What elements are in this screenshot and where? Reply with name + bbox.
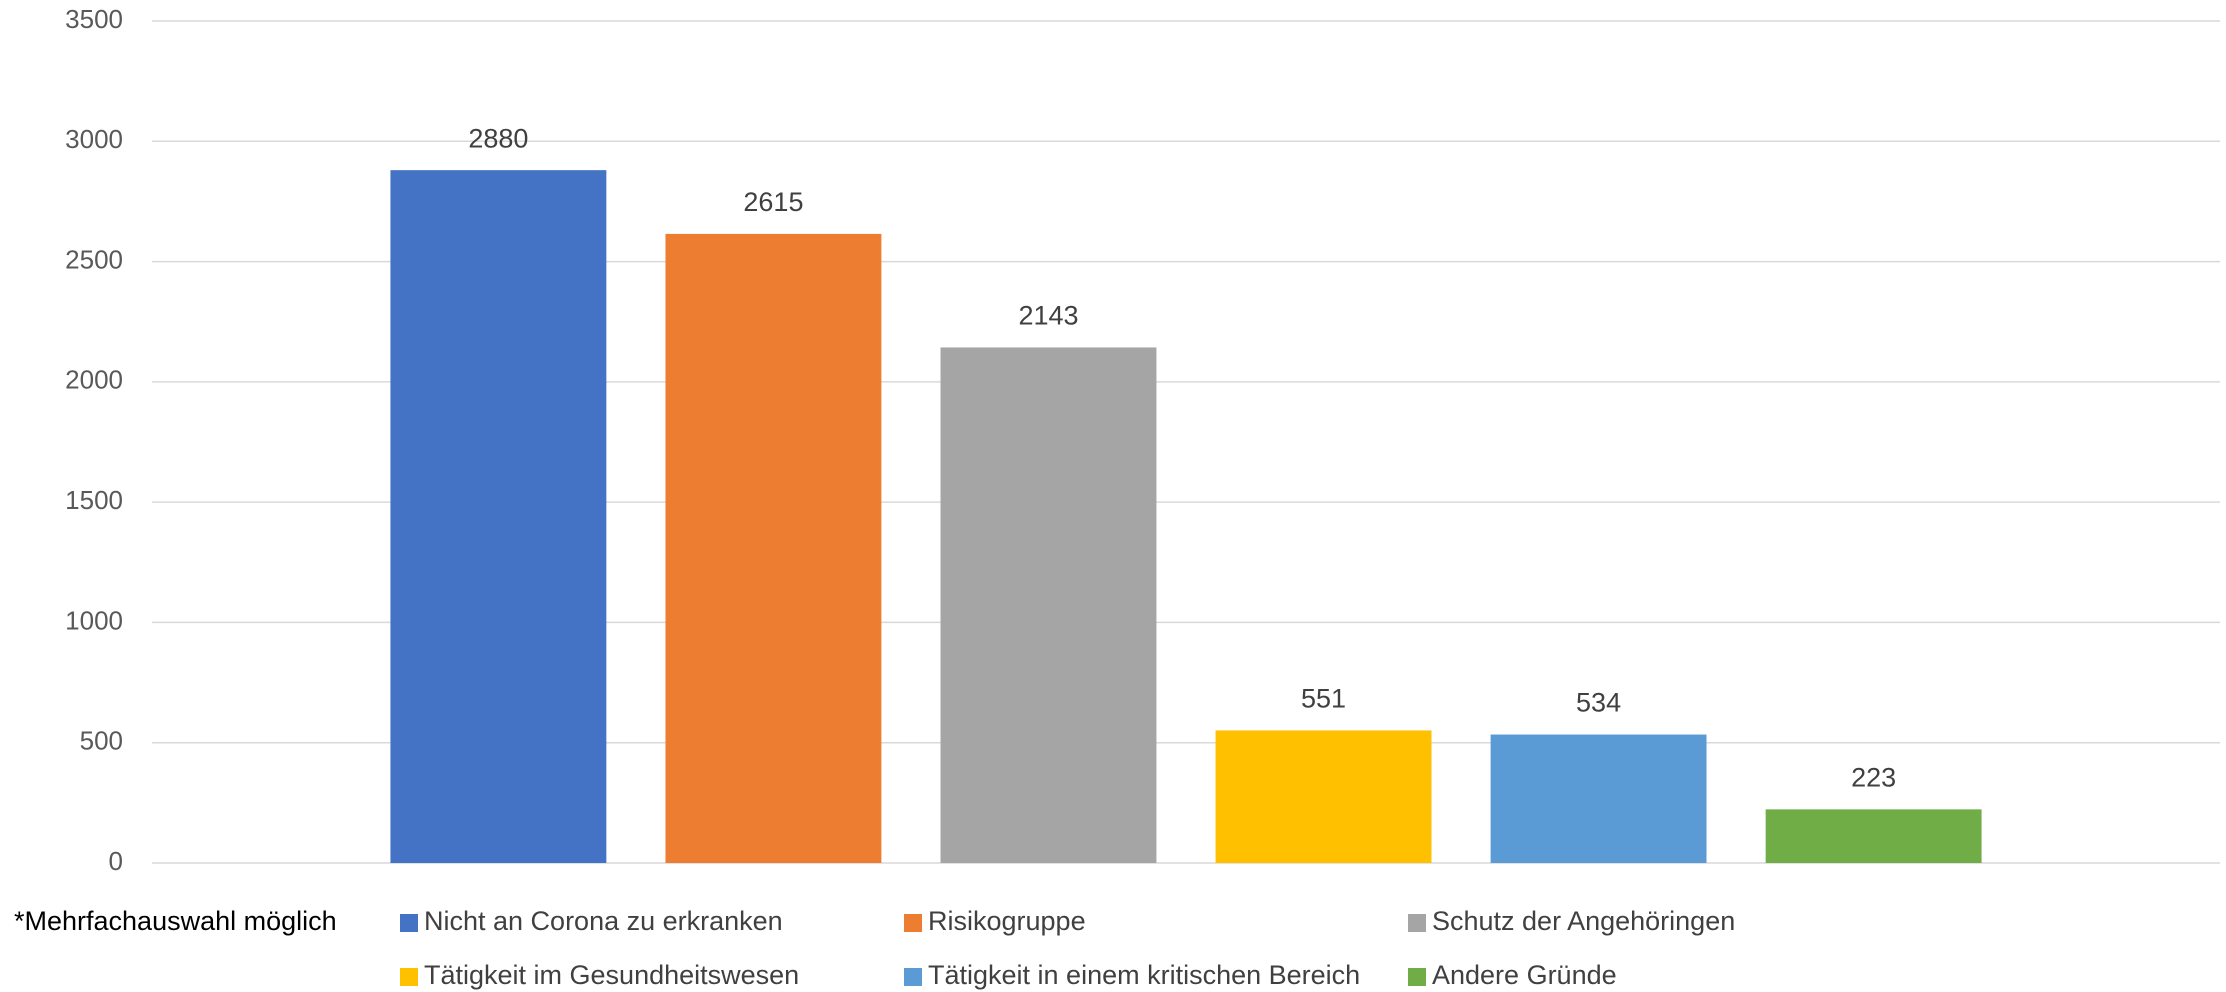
legend-swatch [400, 914, 418, 932]
bar [1490, 734, 1707, 863]
y-tick-label: 2000 [65, 365, 123, 395]
legend-label: Tätigkeit im Gesundheitswesen [424, 960, 799, 990]
legend-swatch [1408, 914, 1426, 932]
value-label: 2615 [743, 187, 803, 217]
legend-swatch [904, 968, 922, 986]
legend-swatch [400, 968, 418, 986]
bar [1215, 730, 1432, 863]
bar [1765, 809, 1982, 863]
legend-label: Andere Gründe [1432, 960, 1617, 990]
y-tick-label: 3500 [65, 4, 123, 34]
y-tick-label: 1500 [65, 485, 123, 515]
bar [940, 347, 1157, 863]
annotation: *Mehrfachauswahl möglich [14, 906, 337, 936]
value-label: 2880 [468, 123, 528, 153]
legend-swatch [1408, 968, 1426, 986]
legend-swatch [904, 914, 922, 932]
y-tick-label: 0 [109, 846, 123, 876]
bar [390, 170, 607, 863]
y-tick-label: 2500 [65, 244, 123, 274]
y-tick-label: 3000 [65, 124, 123, 154]
y-tick-label: 1000 [65, 605, 123, 635]
value-label: 2143 [1018, 301, 1078, 331]
legend-label: Risikogruppe [928, 906, 1086, 936]
value-label: 534 [1576, 688, 1621, 718]
value-label: 223 [1851, 762, 1896, 792]
legend-label: Tätigkeit in einem kritischen Bereich [928, 960, 1360, 990]
legend-label: Nicht an Corona zu erkranken [424, 906, 783, 936]
legend-label: Schutz der Angehöringen [1432, 906, 1735, 936]
value-label: 551 [1301, 684, 1346, 714]
bar [665, 233, 882, 864]
y-tick-label: 500 [80, 726, 123, 756]
